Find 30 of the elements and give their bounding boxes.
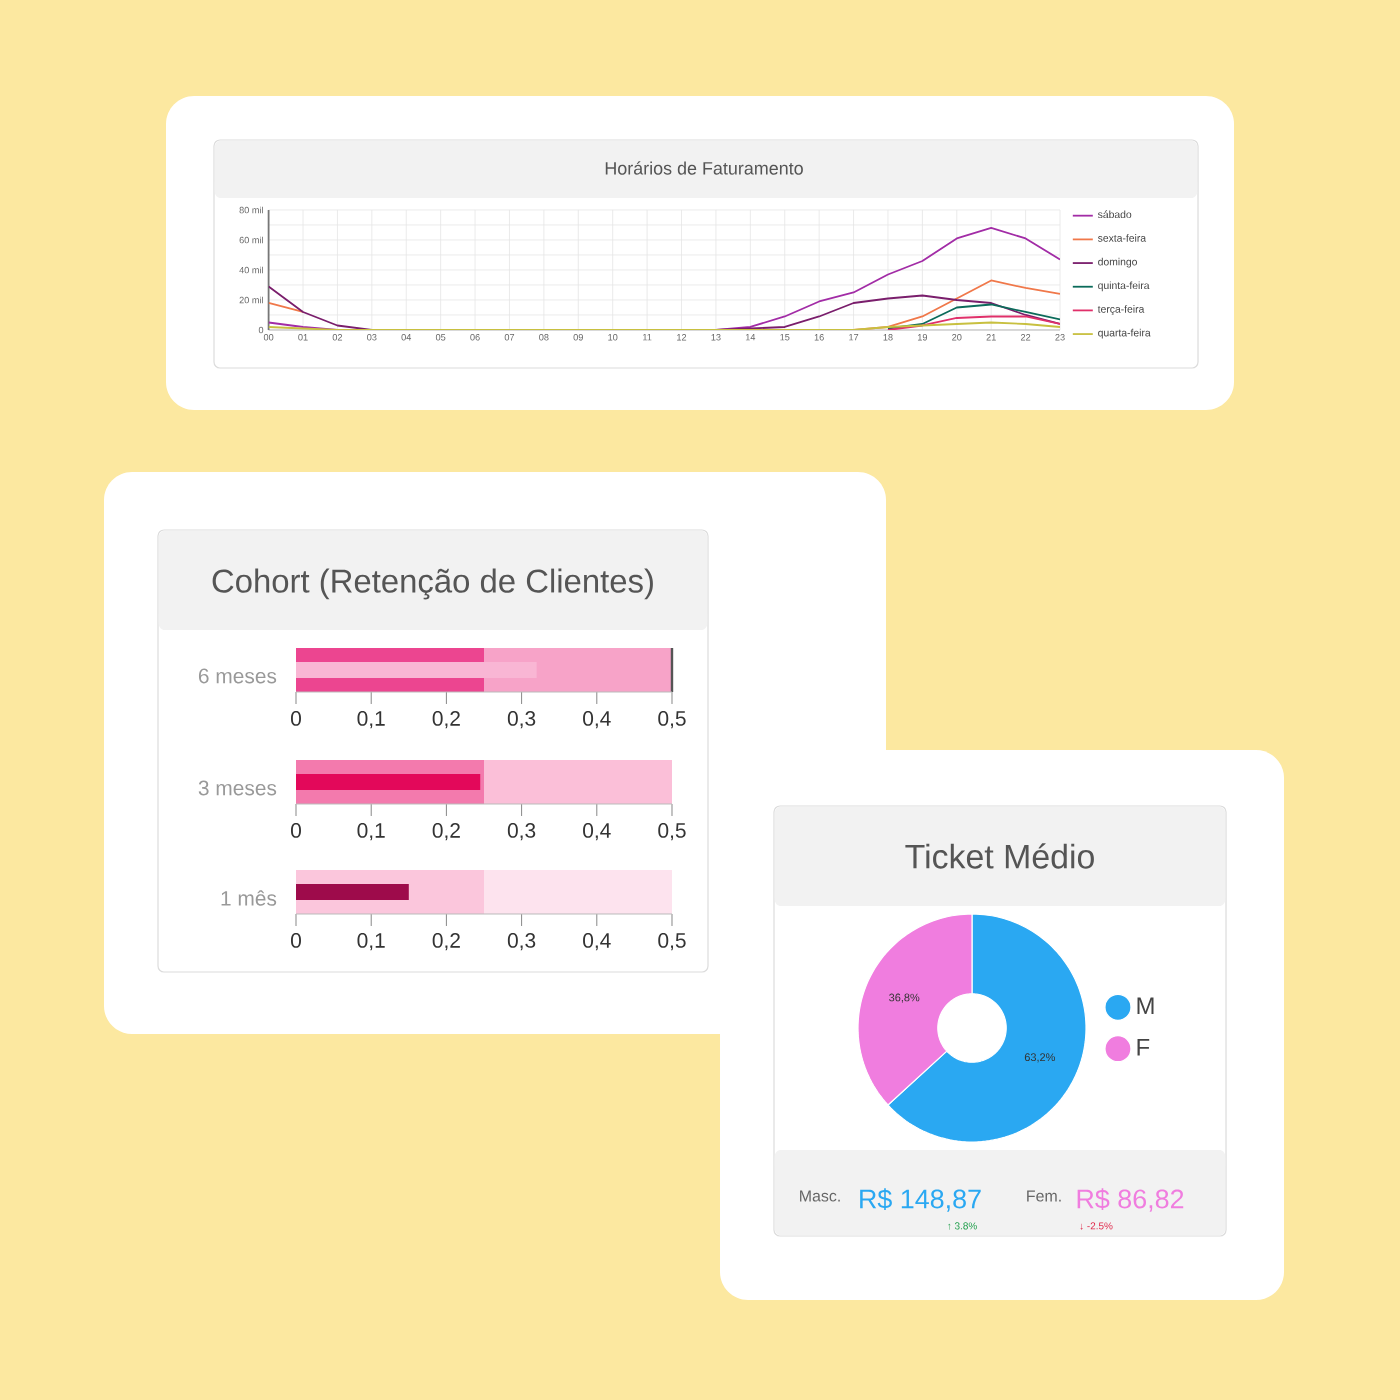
x-tick-label: 0,5	[658, 711, 686, 729]
x-tick-label: 0,4	[583, 823, 611, 841]
line-series	[887, 315, 1061, 330]
y-tick-label: 1 mês	[221, 890, 277, 906]
x-tick-label: 0	[291, 933, 301, 948]
y-tick-label: 3 meses	[198, 780, 277, 796]
y-tick-label: 6 meses	[198, 668, 277, 684]
x-tick-label: 0,3	[507, 711, 536, 729]
x-tick-label: 0,3	[507, 933, 536, 951]
x-tick-label: 0,2	[432, 711, 460, 729]
text: R$ 86,82	[1077, 1188, 1184, 1212]
x-tick-label: 0,4	[583, 711, 611, 729]
x-tick-label: 0,5	[658, 823, 686, 841]
x-tick-label: 0,2	[432, 933, 460, 951]
x-tick-label: 0,1	[357, 823, 385, 841]
text: R$ 148,87	[860, 1188, 981, 1212]
x-tick-label: 0,2	[432, 823, 460, 841]
x-tick-label: 0,1	[357, 933, 385, 951]
x-tick-label: 0,4	[583, 933, 611, 951]
legend-label: M	[1137, 997, 1154, 1015]
chart-title: Horários de Faturamento	[605, 161, 803, 175]
legend-label: F	[1137, 1039, 1150, 1056]
x-tick-label: 0,1	[357, 711, 385, 729]
x-tick-label: 0	[291, 823, 301, 838]
x-tick-label: 0,5	[658, 933, 686, 951]
chart-title: Cohort (Retenção de Clientes)	[212, 568, 653, 600]
x-tick-label: 0	[291, 711, 301, 726]
chart-title: Ticket Médio	[905, 843, 1094, 869]
line-series	[887, 303, 1061, 330]
x-tick-label: 0,3	[507, 823, 536, 841]
